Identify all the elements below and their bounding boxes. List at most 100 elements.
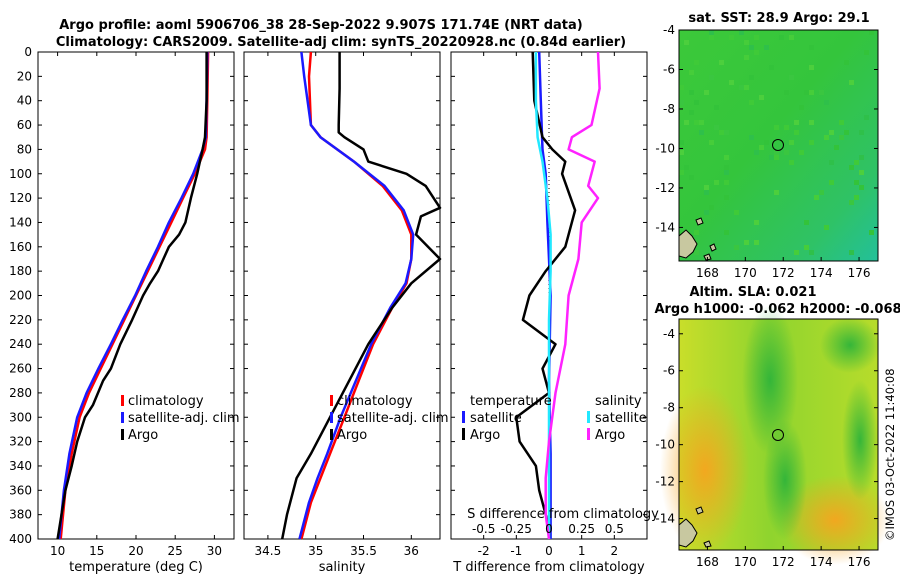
sst-pixel [679, 85, 684, 90]
xtick-label: 36 [404, 544, 419, 558]
sst-pixel [789, 35, 794, 40]
difference-legend-temperature-title: temperature [470, 394, 552, 409]
sst-pixel [854, 195, 859, 200]
sst-pixel [694, 60, 699, 65]
map-ytick-label: -14 [655, 220, 675, 234]
sst-pixel [824, 135, 829, 140]
temperature-panel: 0 20 40 60 80 100 120 140 160 180 200 220 240 260 280 3… [9, 45, 240, 575]
sst-pixel [739, 30, 744, 35]
temperature-xlabel: temperature (deg C) [69, 560, 203, 575]
ytick-label: 180 [9, 264, 32, 278]
map-ytick-label: -8 [663, 102, 675, 116]
sst-pixel [794, 250, 799, 255]
s-xtick-label: 0.5 [605, 522, 624, 536]
sst-pixel [744, 40, 749, 45]
sst-pixel [744, 55, 749, 60]
sst-pixel [679, 100, 684, 105]
xtick-label: 35 [308, 544, 323, 558]
sst-pixel [694, 120, 699, 125]
sst-pixel [869, 30, 874, 35]
sst-pixel [844, 60, 849, 65]
sst-pixel [849, 165, 854, 170]
sst-pixel [799, 105, 804, 110]
series-line-satellite-adj-clim [298, 51, 415, 540]
sst-pixel [829, 160, 834, 165]
temperature-legend: climatology satellite-adj. clim Argo [121, 394, 240, 443]
xtick-label: 20 [128, 544, 143, 558]
sst-pixel [754, 220, 759, 225]
sla-map-panel: Altim. SLA: 0.021 Argo h1000: -0.062 h20… [654, 285, 900, 569]
sst-pixel [834, 145, 839, 150]
ytick-label: 360 [9, 483, 32, 497]
sst-pixel [724, 130, 729, 135]
map-ytick-label: -6 [663, 364, 675, 378]
temperature-legend-climatology: climatology [128, 394, 204, 409]
difference-s-ticklabels: -0.5 -0.25 0 0.25 0.5 [472, 522, 624, 536]
sst-map-field [679, 30, 878, 261]
sst-pixel [714, 180, 719, 185]
sla-map-title-line1: Altim. SLA: 0.021 [690, 285, 817, 300]
s-xtick-label: -0.5 [472, 522, 495, 536]
sst-pixel [689, 110, 694, 115]
sst-pixel [724, 155, 729, 160]
sst-pixel [819, 190, 824, 195]
sst-pixel [809, 140, 814, 145]
difference-legend-temperature: temperature satellite Argo [462, 394, 552, 443]
s-xtick-label: 0.25 [568, 522, 595, 536]
map-ytick-label: -12 [655, 181, 675, 195]
sst-pixel [714, 125, 719, 130]
map-ytick-label: -10 [655, 141, 675, 155]
sst-pixel [794, 130, 799, 135]
sst-pixel [839, 120, 844, 125]
difference-legend-s-argo: Argo [595, 428, 625, 443]
sst-pixel [754, 35, 759, 40]
map-xtick-label: 168 [696, 555, 719, 569]
sst-pixel [734, 210, 739, 215]
difference-t-label: T difference from climatology [452, 560, 645, 575]
map-xtick-label: 174 [810, 555, 833, 569]
s-xtick-label: -0.25 [501, 522, 532, 536]
sst-pixel [764, 140, 769, 145]
xtick-label: 25 [168, 544, 183, 558]
xtick-label: 10 [50, 544, 65, 558]
sst-pixel [859, 185, 864, 190]
figure-title-line2: Climatology: CARS2009. Satellite-adj cli… [56, 35, 626, 50]
ytick-label: 80 [17, 142, 32, 156]
xtick-label: 0 [545, 544, 553, 558]
sst-pixel [714, 105, 719, 110]
ytick-label: 0 [24, 45, 32, 59]
sst-pixel [724, 165, 729, 170]
sst-pixel [844, 130, 849, 135]
sst-pixel [749, 75, 754, 80]
difference-s-label: S difference from climatology [467, 507, 659, 522]
xtick-label: 1 [578, 544, 586, 558]
sst-pixel [784, 150, 789, 155]
sst-pixel [869, 230, 874, 235]
sst-pixel [779, 35, 784, 40]
ytick-label: 140 [9, 215, 32, 229]
sst-pixel [694, 250, 699, 255]
sst-pixel [769, 65, 774, 70]
sst-pixel [849, 200, 854, 205]
sst-pixel [764, 45, 769, 50]
salinity-panel: 34.5 35 35.5 36 salinity climatology satell… [243, 51, 449, 575]
map-xtick-label: 176 [848, 555, 871, 569]
map-ytick-label: -12 [655, 475, 675, 489]
ytick-label: 120 [9, 191, 32, 205]
sst-pixel [729, 35, 734, 40]
difference-legend-salinity: salinity satellite Argo [587, 394, 647, 443]
sst-pixel [789, 140, 794, 145]
sst-pixel [709, 35, 714, 40]
sst-pixel [749, 135, 754, 140]
sst-pixel [809, 90, 814, 95]
sst-pixel [709, 75, 714, 80]
series-line-s-argo [544, 51, 601, 540]
sst-pixel [709, 140, 714, 145]
xtick-label: 15 [89, 544, 104, 558]
sst-pixel [829, 180, 834, 185]
sst-pixel [749, 45, 754, 50]
difference-legend-t-satellite: satellite [470, 411, 522, 426]
series-line-s-satellite [534, 52, 552, 539]
map-xtick-label: 174 [810, 266, 833, 280]
sst-pixel [794, 120, 799, 125]
